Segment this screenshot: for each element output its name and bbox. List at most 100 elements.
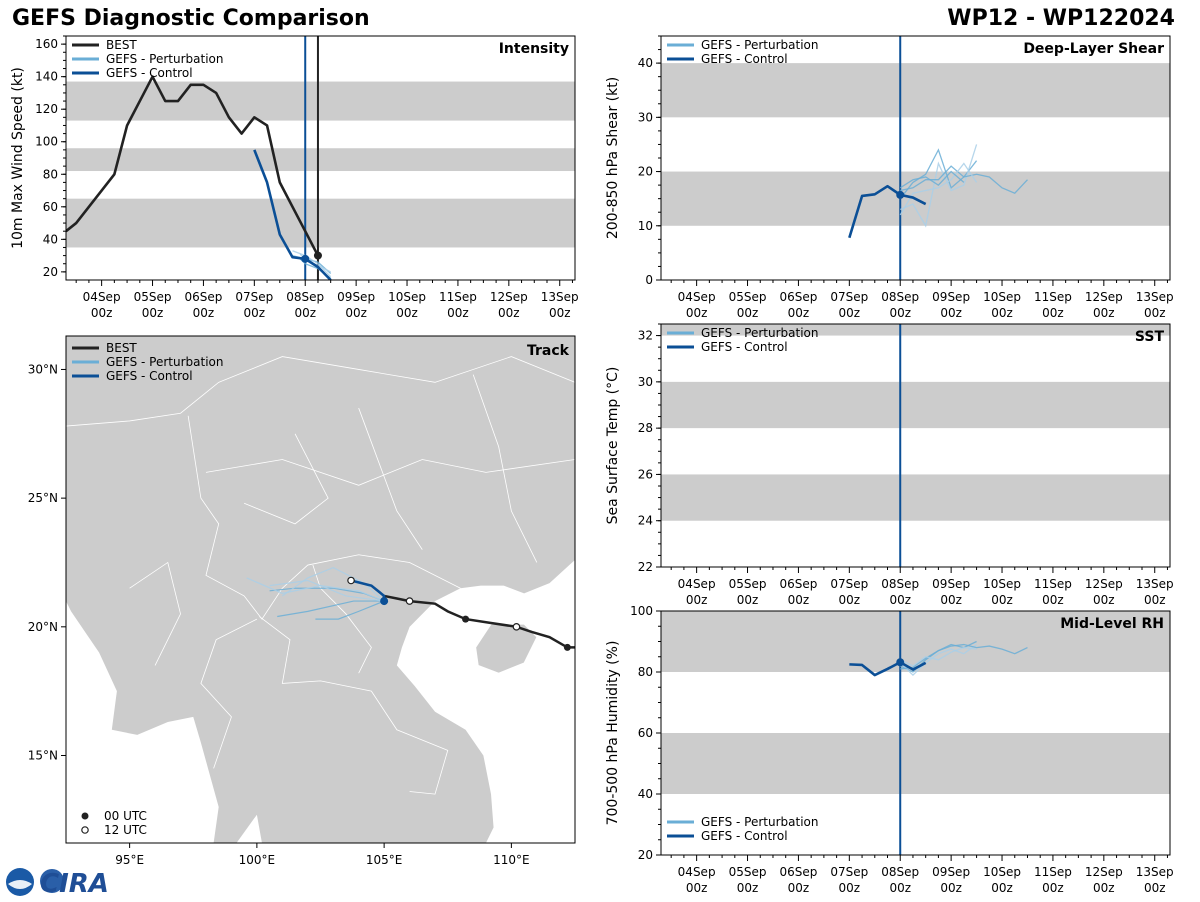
x-tick-label-date: 10Sep [388,290,426,304]
perturbation-track [315,600,385,620]
perturbation-member-line [899,144,978,228]
y-tick-label: 80 [43,167,58,181]
x-tick-label-hour: 00z [1042,306,1064,320]
y-tick-label: 60 [638,726,653,740]
x-tick-label-date: 11Sep [1034,577,1072,591]
control-current-marker [896,658,905,667]
x-tick-label-date: 12Sep [1085,865,1123,879]
x-tick-label-hour: 00z [294,306,316,320]
y-tick-label: 26 [638,467,653,481]
threshold-band [661,474,1170,521]
y-tick-label: 100 [35,135,58,149]
legend-label: GEFS - Control [701,52,788,66]
x-tick-label-hour: 00z [447,306,469,320]
legend-label: GEFS - Control [106,369,193,383]
panel-title: Track [527,343,570,359]
x-tick-label-date: 11Sep [439,290,477,304]
x-tick-label-hour: 00z [788,881,810,895]
admin-border [358,407,423,550]
storm-id: WP12 - WP122024 [947,6,1175,31]
legend-marker-label: 12 UTC [104,823,147,837]
lat-tick-label: 20°N [28,620,58,634]
x-tick-label-hour: 00z [193,306,215,320]
control-track-00z-marker [380,597,389,606]
x-tick-label-hour: 00z [549,306,571,320]
x-tick-label-hour: 00z [940,593,962,607]
x-tick-label-hour: 00z [142,306,164,320]
x-tick-label-date: 07Sep [235,290,273,304]
y-tick-label: 22 [638,560,653,574]
x-tick-label-date: 05Sep [729,865,767,879]
x-tick-label-date: 13Sep [1136,290,1174,304]
y-axis-label: 10m Max Wind Speed (kt) [10,67,26,249]
control-line [848,184,927,239]
panel-title: Mid-Level RH [1060,616,1164,632]
lat-tick-label: 25°N [28,491,58,505]
x-tick-label-hour: 00z [91,306,113,320]
x-tick-label-date: 06Sep [779,865,817,879]
x-tick-label-hour: 00z [686,593,708,607]
panel-sst: 22 24 26 28 30 32 04Sep 00z 05Sep 00z 06Sep 00z 07Se… [605,323,1174,607]
x-tick-label-hour: 00z [788,306,810,320]
x-tick-label-hour: 00z [839,881,861,895]
cira-logo: CIRA [4,866,114,902]
x-tick-label-date: 07Sep [830,865,868,879]
lon-tick-label: 105°E [366,853,403,867]
legend-marker-label: 00 UTC [104,809,147,823]
legend-label: GEFS - Perturbation [106,52,223,66]
y-tick-label: 100 [630,604,653,618]
legend-label: BEST [106,341,137,355]
best-track-00z-marker [563,643,571,651]
admin-border [187,415,461,620]
y-tick-label: 24 [638,514,653,528]
perturbation-track [277,600,385,618]
x-tick-label-hour: 00z [1093,881,1115,895]
x-tick-label-hour: 00z [686,881,708,895]
perturbation-member-line [899,170,965,189]
y-tick-label: 120 [35,102,58,116]
perturbation-member-line [900,165,1028,195]
legend-label: GEFS - Perturbation [106,355,223,369]
x-tick-label-date: 09Sep [932,577,970,591]
plot-area [661,36,1170,280]
legend-label: GEFS - Control [701,829,788,843]
figure-title: GEFS Diagnostic Comparison [12,6,370,31]
x-tick-label-hour: 00z [889,881,911,895]
perturbation-track [281,566,385,602]
panel-frame [660,323,1171,568]
x-tick-label-hour: 00z [839,593,861,607]
x-tick-label-hour: 00z [244,306,266,320]
plot-area [66,36,575,280]
x-tick-label-hour: 00z [345,306,367,320]
lat-tick-label: 30°N [28,362,58,376]
threshold-band [661,324,1170,336]
x-tick-label-date: 11Sep [1034,290,1072,304]
x-tick-label-hour: 00z [1144,881,1166,895]
panel-intensity: 20 40 60 80 100 120 140 160 04Sep 00z 05Sep 00z 06Se… [10,35,579,320]
x-tick-label-date: 06Sep [779,577,817,591]
lon-tick-label: 110°E [493,853,530,867]
y-tick-label: 40 [638,787,653,801]
x-tick-label-hour: 00z [686,306,708,320]
x-tick-label-date: 11Sep [1034,865,1072,879]
best-track-12z-marker [512,623,521,631]
x-tick-label-date: 04Sep [678,290,716,304]
y-tick-label: 28 [638,421,653,435]
x-tick-label-hour: 00z [1144,306,1166,320]
y-tick-label: 0 [645,273,653,287]
x-tick-label-hour: 00z [498,306,520,320]
plot-area [661,324,1170,567]
lon-tick-label: 100°E [239,853,276,867]
control-track-12z-marker [347,576,355,585]
y-tick-label: 20 [43,265,58,279]
y-axis-label: 200-850 hPa Shear (kt) [605,77,621,239]
legend-marker-12z [81,826,89,834]
y-axis-label: 700-500 hPa Humidity (%) [605,641,621,826]
admin-border [312,564,372,674]
x-tick-label-date: 13Sep [541,290,579,304]
x-tick-label-date: 12Sep [1085,290,1123,304]
admin-border [200,618,258,769]
x-tick-label-date: 07Sep [830,577,868,591]
